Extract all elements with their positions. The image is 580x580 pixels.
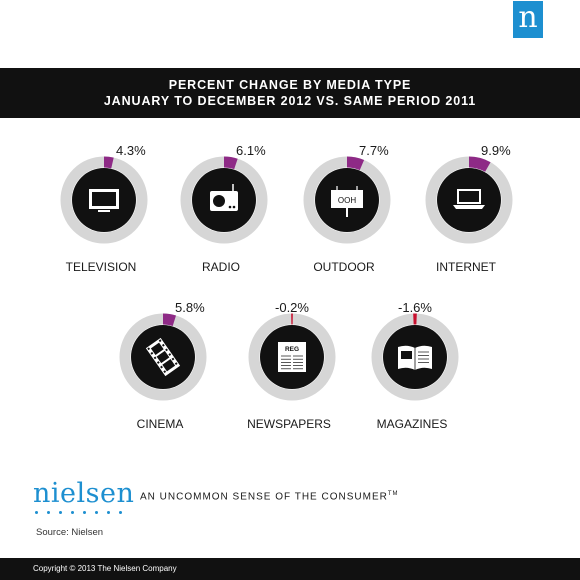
value-arc-radio — [223, 156, 238, 170]
category-label-magazines: MAGAZINES — [377, 417, 448, 431]
category-label-cinema: CINEMA — [137, 417, 184, 431]
media-donut-chart: 4.3% TELEVISION 6.1% RADIO OOH 7.7% OUTDOOR 9.9… — [60, 143, 513, 431]
category-label-television: TELEVISION — [66, 260, 137, 274]
donut-cinema: 5.8% CINEMA — [119, 300, 207, 431]
donut-newspapers: REG -0.2% NEWSPAPERS — [247, 300, 336, 431]
donut-television: 4.3% TELEVISION — [60, 143, 148, 274]
category-label-newspapers: NEWSPAPERS — [247, 417, 331, 431]
value-label-newspapers: -0.2% — [275, 300, 309, 315]
donut-internet: 9.9% INTERNET — [425, 143, 513, 274]
brand-tagline: AN UNCOMMON SENSE OF THE CONSUMERTM — [140, 491, 399, 502]
value-arc-cinema — [162, 313, 177, 327]
copyright-text: Copyright © 2013 The Nielsen Company — [33, 564, 177, 573]
value-label-outdoor: 7.7% — [359, 143, 389, 158]
nielsen-wordmark: nielsen — [33, 478, 135, 509]
category-label-radio: RADIO — [202, 260, 240, 274]
newspaper-icon-text: REG — [285, 346, 299, 353]
source-note: Source: Nielsen — [36, 527, 104, 538]
laptop-icon — [453, 189, 485, 209]
tagline-text: AN UNCOMMON SENSE OF THE CONSUMER — [140, 491, 388, 503]
chart-subtitle: JANUARY TO DECEMBER 2012 VS. SAME PERIOD… — [103, 94, 477, 108]
value-label-television: 4.3% — [116, 143, 146, 158]
value-arc-outdoor — [346, 156, 365, 171]
donut-radio: 6.1% RADIO — [180, 143, 268, 274]
billboard-icon: OOH — [331, 186, 363, 217]
value-arc-internet — [468, 156, 491, 172]
donut-magazines: -1.6% MAGAZINES — [371, 300, 459, 431]
newspaper-icon: REG — [278, 342, 306, 372]
chart-title: PERCENT CHANGE BY MEDIA TYPE — [168, 78, 412, 92]
wordmark-dots — [35, 511, 122, 514]
copyright-bar: Copyright © 2013 The Nielsen Company — [0, 558, 580, 580]
magazine-icon — [398, 345, 432, 370]
donut-outdoor: OOH 7.7% OUTDOOR — [303, 143, 391, 274]
title-band: PERCENT CHANGE BY MEDIA TYPE JANUARY TO … — [0, 68, 580, 118]
value-label-radio: 6.1% — [236, 143, 266, 158]
value-label-cinema: 5.8% — [175, 300, 205, 315]
nielsen-logo-badge: n — [513, 1, 543, 38]
trademark-mark: TM — [387, 491, 399, 497]
value-label-magazines: -1.6% — [398, 300, 432, 315]
value-label-internet: 9.9% — [481, 143, 511, 158]
film-icon — [145, 337, 181, 377]
value-arc-television — [103, 156, 114, 169]
radio-icon — [210, 184, 238, 211]
category-label-internet: INTERNET — [436, 260, 497, 274]
tv-icon — [89, 189, 119, 212]
billboard-icon-text: OOH — [338, 196, 356, 205]
category-label-outdoor: OUTDOOR — [313, 260, 375, 274]
